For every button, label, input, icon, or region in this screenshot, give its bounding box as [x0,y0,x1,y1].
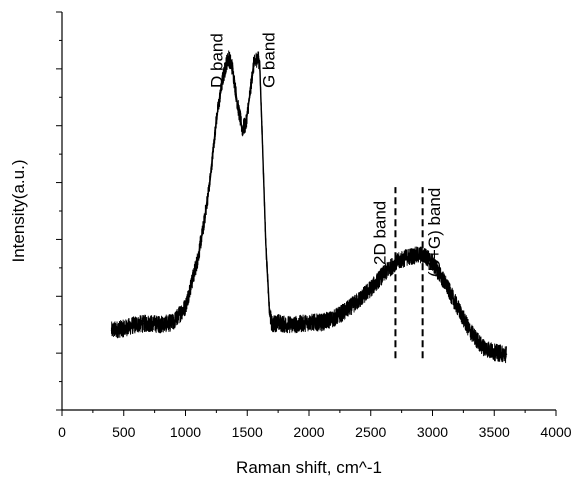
data-point [493,351,495,353]
data-point [283,323,285,326]
data-point [225,63,227,65]
data-point [172,321,174,324]
data-point [320,321,322,324]
data-point [370,288,372,290]
data-point [444,282,446,284]
data-point [481,345,483,347]
x-axis-label: Raman shift, cm^-1 [236,458,382,477]
data-point [333,317,335,320]
data-point [252,65,255,67]
x-tick-label: 500 [112,424,136,440]
data-point [357,299,359,302]
data-point [135,323,137,326]
annotation-d-band: D band [208,33,227,88]
data-point [296,323,298,326]
data-point [277,321,279,324]
data-point [268,311,271,314]
data-point [468,329,471,331]
data-point [215,118,217,121]
x-tick-label: 1500 [232,424,263,440]
x-tick-label: 2500 [355,424,386,440]
spectrum-line-series-0 [111,55,507,355]
data-point [419,254,421,256]
x-tick-label: 4000 [540,424,571,440]
data-point [197,258,199,260]
reference-lines [394,187,424,359]
annotation-d-plus-g-band: (D+G) band [425,188,444,277]
data-point [506,353,508,355]
data-point [245,122,247,125]
x-tick-label: 3000 [417,424,448,440]
data-point [241,128,243,131]
data-point [261,130,263,132]
annotation-g-band: G band [259,32,278,88]
data-point [221,79,224,81]
data-point [265,242,267,244]
axes: 0 500 1000 1500 2000 2500 3000 3500 4000 [56,11,572,440]
x-tick-label: 1000 [170,424,201,440]
data-point [345,309,347,312]
y-axis-label: Intensity(a.u.) [9,160,28,263]
data-point [160,323,162,326]
annotation-2d-band: 2D band [371,201,390,265]
data-point [271,323,273,326]
data-point [407,256,409,258]
data-point [110,329,112,331]
data-point [184,305,187,308]
data-point [236,102,238,105]
data-point [431,262,434,264]
data-point [147,322,150,324]
data-point [256,57,258,59]
data-point [394,262,397,264]
x-tick-label: 2000 [293,424,324,440]
x-tick-label: 3500 [479,424,510,440]
data-point [259,61,261,63]
spectrum-noisy-trace [110,50,507,364]
data-point [249,94,251,97]
data-point [228,57,230,59]
data-point [308,321,310,324]
data-point [425,256,427,258]
annotations: D band G band 2D band (D+G) band [208,32,444,277]
data-point [382,274,384,276]
data-point [231,67,234,69]
x-tick-label: 0 [58,424,66,440]
data-point [209,178,211,180]
data-point [456,305,458,308]
series-group [110,50,508,364]
data-point [123,327,125,330]
data-point [203,222,205,224]
